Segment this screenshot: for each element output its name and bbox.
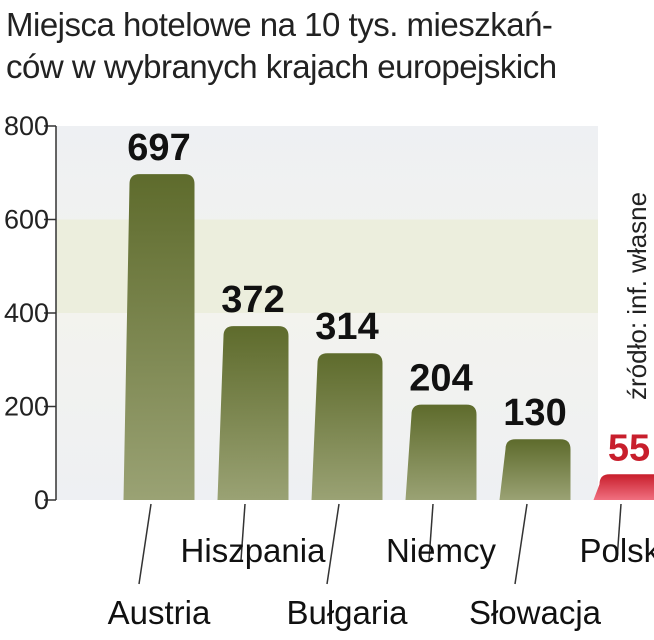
bars [123, 174, 654, 500]
chart-title-line-2: ców w wybranych krajach europejskich [6, 48, 557, 85]
bar-niemcy [405, 404, 477, 500]
value-label: 314 [315, 306, 378, 348]
category-leader-line [514, 503, 528, 585]
bar-bułgaria [311, 353, 383, 500]
category-label: Niemcy [386, 532, 497, 569]
y-axis: 0 200 400 600 800 [4, 111, 57, 515]
bar-polska [593, 474, 654, 500]
bar-austria [123, 174, 195, 500]
source-note: źródło: inf. własne [622, 192, 652, 400]
y-tick-label: 200 [4, 392, 49, 422]
bar-hiszpania [217, 326, 289, 500]
category-leader-line [616, 503, 622, 561]
category-leader-line [428, 503, 434, 561]
category-leader-line [138, 503, 152, 585]
y-tick-label: 600 [4, 205, 49, 235]
y-tick-label: 800 [4, 111, 49, 141]
bar-słowacja [499, 439, 571, 500]
y-tick-label: 0 [34, 485, 49, 515]
category-label: Polska [579, 532, 654, 569]
chart-title-line-1: Miejsca hotelowe na 10 tys. mieszkań- [6, 6, 553, 43]
value-label: 204 [409, 358, 472, 400]
value-label: 697 [127, 127, 190, 169]
chart-title: Miejsca hotelowe na 10 tys. mieszkań- có… [6, 4, 646, 88]
category-label: Bułgaria [286, 594, 408, 631]
category-label: Hiszpania [181, 532, 327, 569]
category-label: Austria [108, 594, 211, 631]
category-label: Słowacja [469, 594, 602, 631]
category-leader-line [326, 503, 340, 585]
category-labels: Austria Hiszpania Bułgaria Niemcy Słowacja Po… [108, 503, 654, 631]
y-tick-label: 400 [4, 298, 49, 328]
value-label: 55 [608, 427, 650, 469]
category-leader-line [240, 503, 246, 561]
value-labels: 697 372 314 204 130 55 [127, 127, 650, 469]
value-label: 372 [221, 279, 284, 321]
value-label: 130 [503, 392, 566, 434]
